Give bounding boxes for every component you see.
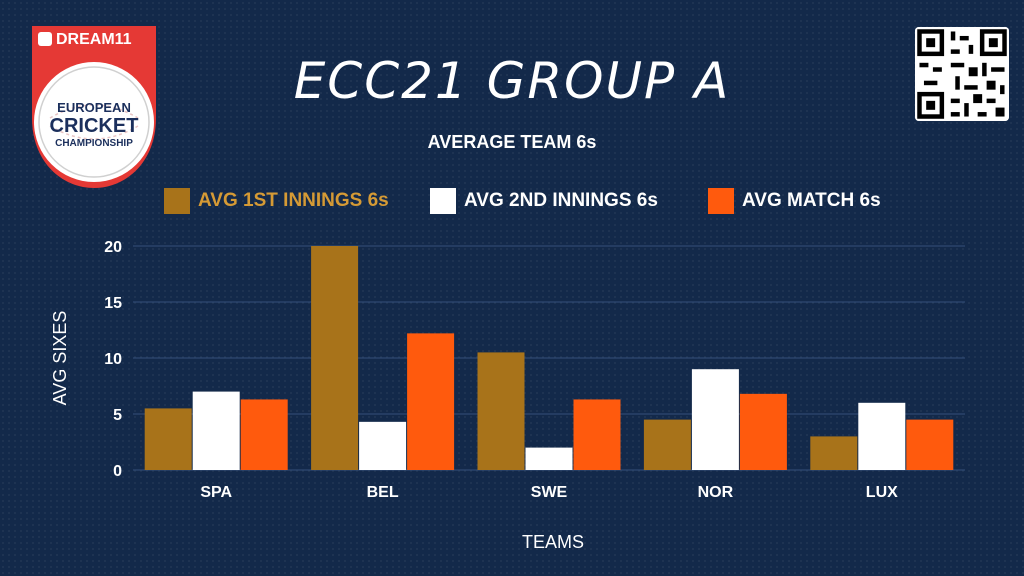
- match-bar-spa: [240, 399, 288, 470]
- legend-item-second: AVG 2ND INNINGS 6s: [430, 186, 658, 216]
- match-bar-bel: [407, 333, 455, 470]
- second-innings-bar-lux: [858, 402, 906, 470]
- y-axis-label: AVG SIXES: [50, 311, 70, 406]
- x-tick-label-bel: BEL: [367, 484, 399, 501]
- x-tick-label-spa: SPA: [200, 484, 232, 501]
- x-axis-label: TEAMS: [522, 532, 584, 552]
- match-bar-swe: [573, 399, 621, 470]
- logo-line1: EUROPEAN: [57, 100, 131, 115]
- first-innings-bar-swe: [477, 352, 525, 470]
- x-tick-label-nor: NOR: [698, 484, 734, 501]
- championship-logo: DREAM11 EUROPEAN CRICKET CHAMPIONSHIP: [32, 26, 156, 188]
- legend-label-first: AVG 1ST INNINGS 6s: [198, 190, 389, 211]
- first-innings-bar-bel: [311, 246, 359, 470]
- chart-title: AVERAGE TEAM 6s: [427, 132, 597, 152]
- match-bar-nor: [739, 393, 787, 470]
- y-tick-label: 5: [113, 407, 122, 424]
- logo-brand: DREAM11: [56, 31, 132, 48]
- legend-label-second: AVG 2ND INNINGS 6s: [464, 190, 658, 211]
- page-title: ECC21 GROUP A: [293, 52, 731, 110]
- qr-code: [915, 27, 1009, 121]
- logo-line3: CHAMPIONSHIP: [55, 138, 133, 149]
- logo-line2: CRICKET: [50, 115, 139, 137]
- x-tick-label-swe: SWE: [531, 484, 568, 501]
- first-innings-bar-spa: [144, 408, 192, 470]
- chart-legend: AVG 1ST INNINGS 6s AVG 2ND INNINGS 6s AV…: [0, 186, 1024, 216]
- second-innings-bar-swe: [525, 447, 573, 470]
- chart-bars: [144, 246, 954, 470]
- y-tick-label: 10: [104, 351, 122, 368]
- second-innings-bar-nor: [691, 369, 739, 470]
- match-bar-lux: [906, 419, 954, 470]
- x-axis-ticks: SPA BEL SWE NOR LUX: [200, 484, 898, 501]
- legend-item-match: AVG MATCH 6s: [708, 186, 881, 216]
- second-innings-bar-bel: [359, 421, 407, 470]
- legend-label-match: AVG MATCH 6s: [742, 190, 881, 211]
- y-tick-label: 0: [113, 463, 122, 480]
- legend-item-first: AVG 1ST INNINGS 6s: [164, 186, 389, 216]
- x-tick-label-lux: LUX: [866, 484, 898, 501]
- legend-swatch-second: [430, 188, 456, 214]
- first-innings-bar-lux: [810, 436, 858, 470]
- legend-swatch-match: [708, 188, 734, 214]
- y-tick-label: 20: [104, 239, 122, 256]
- legend-swatch-first: [164, 188, 190, 214]
- second-innings-bar-spa: [192, 391, 240, 470]
- y-tick-label: 15: [104, 295, 122, 312]
- y-axis-ticks: 0 5 10 15 20: [104, 239, 122, 480]
- first-innings-bar-nor: [643, 419, 691, 470]
